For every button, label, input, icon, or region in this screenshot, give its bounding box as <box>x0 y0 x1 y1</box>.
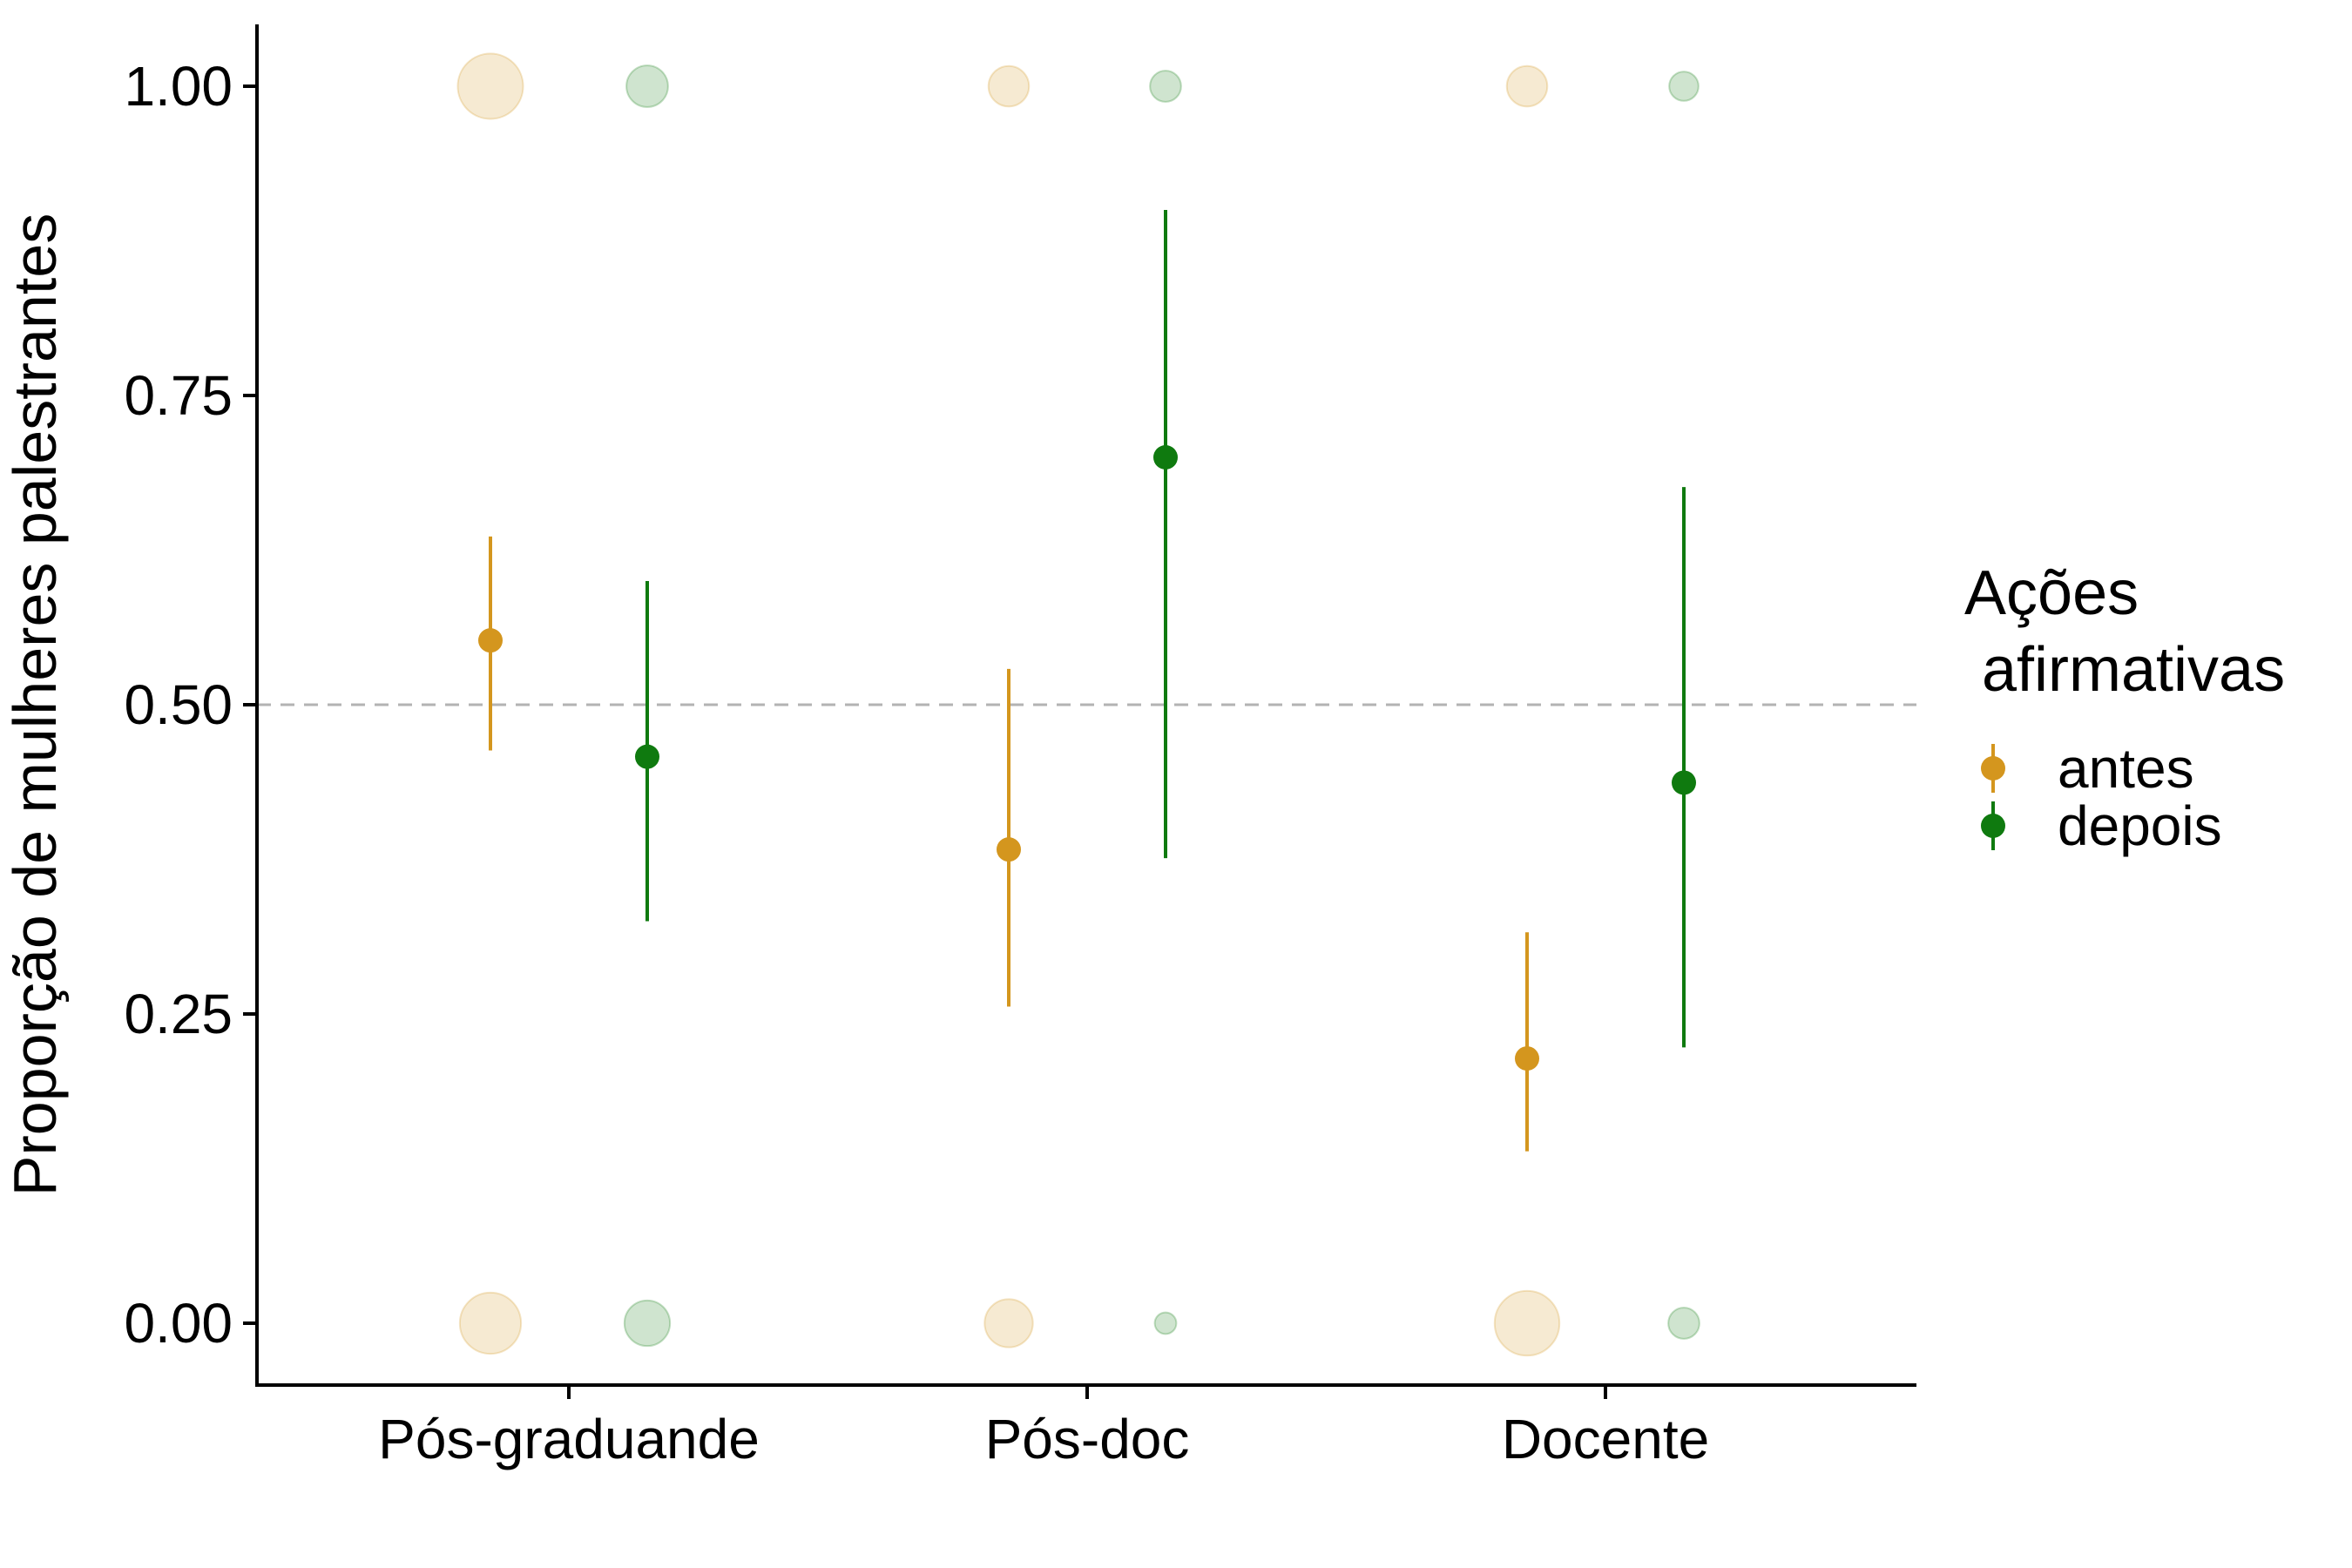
raw-bubble-depois-1-y0 <box>623 1299 672 1348</box>
point-depois-3 <box>1672 770 1696 795</box>
point-antes-3 <box>1515 1046 1539 1071</box>
legend-title-line-1: Ações <box>1964 558 2139 628</box>
legend-title-line-2: afirmativas <box>1964 635 2285 705</box>
legend-label-depois: depois <box>2058 794 2222 857</box>
x-tick-label-2: Docente <box>1502 1408 1709 1470</box>
y-axis-title: Proporção de mulheres palestrantes <box>1 213 69 1196</box>
axes-layer: 0.00 0.25 0.50 0.75 1.00 Pós-graduande Pós-doc… <box>124 24 1916 1470</box>
y-tick-label-3: 0.75 <box>124 364 233 427</box>
raw-bubble-antes-3-y0 <box>1493 1289 1561 1357</box>
point-antes-1 <box>478 628 503 653</box>
point-depois-1 <box>635 744 659 769</box>
legend-key-point-antes <box>1981 756 2005 781</box>
y-tick-label-2: 0.50 <box>124 673 233 736</box>
y-tick-label-1: 0.25 <box>124 983 233 1045</box>
raw-bubble-depois-2-y0 <box>1153 1311 1178 1335</box>
raw-bubbles-layer <box>456 52 1700 1357</box>
series-layer <box>478 210 1696 1152</box>
x-tick-label-1: Pós-doc <box>985 1408 1190 1470</box>
legend-key-point-depois <box>1981 814 2005 838</box>
raw-bubble-depois-1-y1 <box>625 64 669 108</box>
raw-bubble-antes-2-y0 <box>983 1298 1034 1348</box>
legend-label-antes: antes <box>2058 737 2194 800</box>
raw-bubble-depois-3-y1 <box>1668 71 1700 102</box>
raw-bubble-depois-3-y0 <box>1667 1307 1700 1340</box>
raw-bubble-depois-2-y1 <box>1149 70 1182 103</box>
raw-bubble-antes-1-y0 <box>458 1291 523 1355</box>
y-tick-label-4: 1.00 <box>124 55 233 118</box>
x-tick-label-0: Pós-graduande <box>378 1408 760 1470</box>
raw-bubble-antes-1-y1 <box>456 52 524 120</box>
raw-bubble-antes-3-y1 <box>1505 64 1549 108</box>
y-tick-label-0: 0.00 <box>124 1292 233 1355</box>
raw-bubble-antes-2-y1 <box>987 64 1031 108</box>
point-depois-2 <box>1153 445 1178 470</box>
point-antes-2 <box>997 837 1021 862</box>
